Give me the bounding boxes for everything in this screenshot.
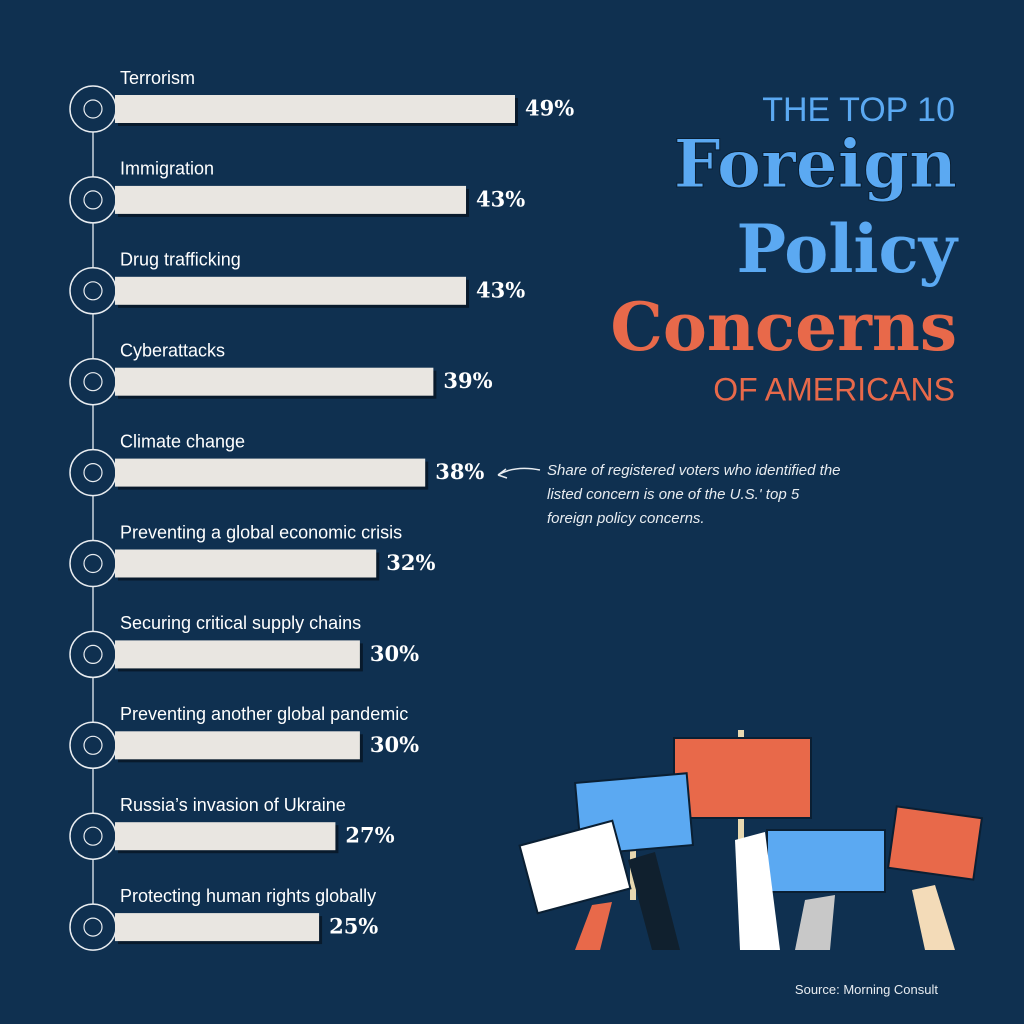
value-label: 30%: [370, 641, 419, 666]
icon: [69, 176, 117, 224]
value-label: 43%: [476, 186, 525, 211]
icon-inner: [83, 644, 103, 665]
value-label: 25%: [329, 914, 378, 939]
category-label: Russia’s invasion of Ukraine: [120, 795, 346, 815]
category-label: Drug trafficking: [120, 250, 241, 270]
value-label: 39%: [443, 368, 492, 393]
bar: [115, 913, 320, 942]
bar: [115, 549, 377, 578]
title-bottom: OF AMERICANS: [713, 371, 955, 407]
icon-inner: [83, 281, 103, 301]
category-label: Climate change: [120, 431, 245, 451]
value-label: 32%: [386, 550, 435, 575]
category-label: Preventing a global economic crisis: [120, 522, 402, 542]
bars: Terrorism 49% Immigration 43% Drug trafficki…: [69, 68, 574, 951]
annotation-arrow: [497, 467, 541, 479]
title-main: Policy: [736, 210, 958, 288]
source: Source: Morning Consult: [794, 982, 938, 997]
icon-inner: [83, 553, 103, 574]
value-label: 38%: [435, 459, 484, 484]
value-label: 27%: [345, 823, 394, 848]
category-label: Terrorism: [120, 68, 195, 88]
category-label: Cyberattacks: [120, 340, 225, 360]
icon: [69, 812, 117, 860]
category-label: Securing critical supply chains: [120, 613, 361, 633]
category-label: Immigration: [120, 159, 214, 179]
protest-illustration: [518, 730, 984, 950]
bar: [115, 95, 515, 123]
title-main: Foreign: [674, 125, 957, 203]
bar: [115, 367, 434, 396]
value-label: 43%: [476, 277, 525, 302]
icon-inner: [83, 372, 103, 392]
title-main: Concerns: [610, 288, 957, 366]
annotation: Share of registered voters who identifie…: [547, 462, 841, 527]
category-label: Preventing another global pandemic: [120, 704, 408, 724]
bar: [115, 731, 360, 760]
bar: [115, 276, 467, 305]
icon: [69, 903, 117, 951]
icon: [69, 721, 117, 770]
bar: [115, 458, 426, 487]
icon-inner: [83, 917, 103, 937]
icon-inner: [83, 190, 103, 210]
value-label: 30%: [370, 732, 419, 757]
title-top: THE TOP 10: [762, 91, 955, 129]
bar: [115, 822, 336, 851]
icon-inner: [83, 735, 103, 755]
icon: [69, 357, 117, 406]
category-label: Protecting human rights globally: [120, 886, 376, 906]
bar: [115, 640, 360, 669]
icon: [69, 267, 117, 315]
value-label: 49%: [525, 96, 574, 121]
icon: [69, 539, 117, 588]
icon-inner: [83, 463, 103, 483]
icon: [69, 448, 117, 497]
icon: [69, 630, 117, 679]
bar: [115, 185, 467, 214]
icon-inner: [83, 99, 103, 119]
icon: [69, 85, 117, 133]
icon-inner: [83, 826, 103, 846]
